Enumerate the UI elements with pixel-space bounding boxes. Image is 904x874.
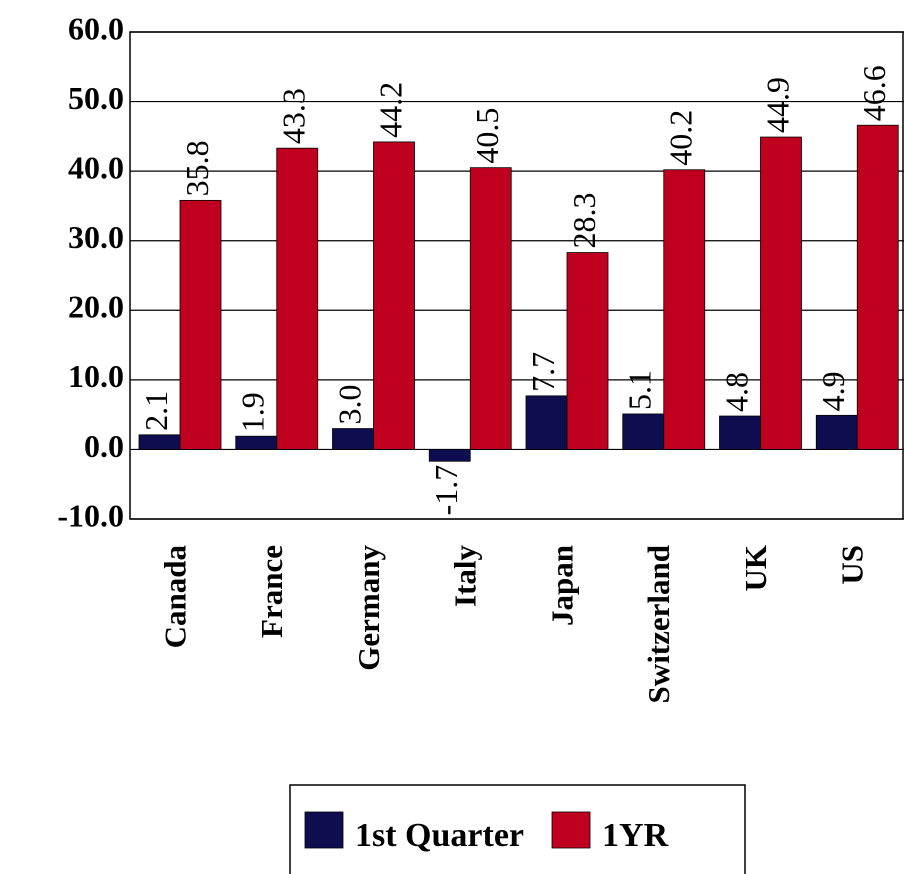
bar — [566, 252, 609, 450]
y-tick-label: 0.0 — [84, 428, 124, 464]
bar — [856, 124, 899, 450]
bar — [760, 136, 802, 450]
data-label: 3.0 — [331, 385, 367, 425]
data-label: 44.2 — [372, 82, 408, 138]
data-label: -1.7 — [428, 465, 464, 516]
legend-swatch — [304, 811, 344, 849]
data-label: 5.1 — [622, 370, 658, 410]
bar — [332, 428, 374, 450]
data-label: 1.9 — [235, 392, 271, 432]
data-label: 4.9 — [815, 371, 851, 411]
legend: 1st Quarter 1YR — [289, 784, 746, 874]
bar — [663, 169, 706, 450]
data-label: 46.6 — [856, 65, 892, 121]
legend-box — [289, 784, 746, 874]
y-tick-label: 20.0 — [68, 289, 124, 325]
data-label: 28.3 — [566, 193, 602, 249]
bar — [179, 199, 222, 450]
x-tick-label: Japan — [544, 545, 579, 626]
bar — [138, 434, 181, 450]
data-label: 44.9 — [759, 77, 795, 133]
y-tick-label: 30.0 — [68, 219, 124, 255]
plot-border — [129, 31, 904, 520]
y-tick-label: 10.0 — [68, 358, 124, 394]
x-tick-label: Germany — [351, 545, 386, 671]
x-tick-label: Canada — [157, 545, 192, 649]
legend-label: 1st Quarter — [355, 817, 524, 854]
bar — [469, 167, 512, 450]
x-tick-label: Switzerland — [641, 545, 676, 703]
bar — [428, 449, 471, 462]
x-tick-label: US — [835, 545, 870, 585]
x-tick-label: Italy — [448, 545, 483, 608]
legend-label: 1YR — [602, 817, 669, 854]
x-tick-label: UK — [738, 545, 773, 592]
bar — [525, 395, 568, 450]
y-tick-label: 40.0 — [68, 149, 124, 185]
bar — [719, 415, 761, 450]
x-tick-label: France — [254, 545, 289, 638]
bar — [815, 414, 858, 450]
data-label: 40.2 — [663, 110, 699, 166]
data-label: 2.1 — [138, 391, 174, 431]
bar — [373, 141, 415, 450]
y-tick-label: -10.0 — [57, 497, 124, 533]
data-label: 35.8 — [179, 140, 215, 196]
data-label: 43.3 — [276, 88, 312, 144]
data-label: 7.7 — [525, 352, 561, 392]
legend-swatch — [551, 811, 591, 849]
bar — [235, 435, 278, 450]
data-label: 40.5 — [469, 108, 505, 164]
y-tick-label: 60.0 — [68, 10, 124, 46]
y-tick-label: 50.0 — [68, 80, 124, 116]
bar — [276, 147, 319, 450]
data-label: 4.8 — [718, 372, 754, 412]
bar — [622, 413, 665, 450]
